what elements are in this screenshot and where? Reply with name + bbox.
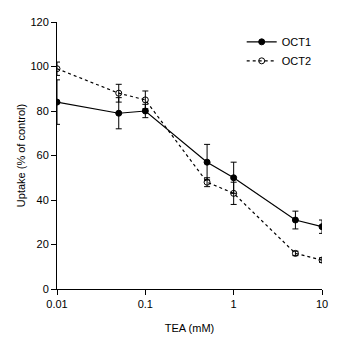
svg-text:80: 80 xyxy=(37,105,49,117)
svg-text:120: 120 xyxy=(30,16,48,28)
svg-text:100: 100 xyxy=(30,60,48,72)
svg-text:0: 0 xyxy=(43,283,49,295)
svg-text:20: 20 xyxy=(37,238,49,250)
svg-text:1: 1 xyxy=(231,298,237,310)
svg-text:0.1: 0.1 xyxy=(138,298,153,310)
svg-text:0.01: 0.01 xyxy=(46,298,67,310)
svg-text:60: 60 xyxy=(37,149,49,161)
svg-text:OCT1: OCT1 xyxy=(282,36,311,48)
svg-text:40: 40 xyxy=(37,194,49,206)
svg-text:OCT2: OCT2 xyxy=(282,55,311,67)
svg-text:10: 10 xyxy=(316,298,328,310)
svg-text:Uptake (% of control): Uptake (% of control) xyxy=(15,104,27,207)
svg-text:TEA (mM): TEA (mM) xyxy=(165,322,215,334)
